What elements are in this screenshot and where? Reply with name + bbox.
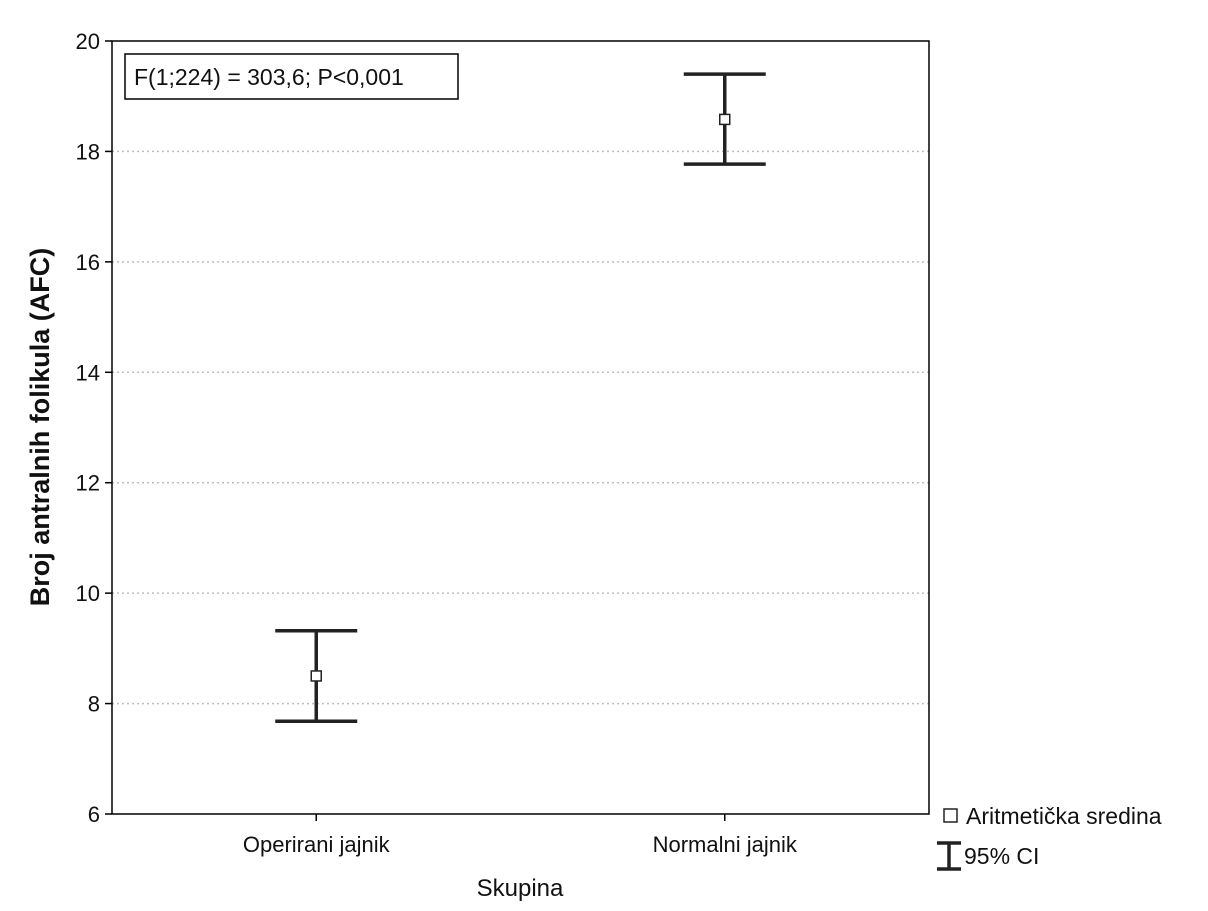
- annotation-frame: [124, 53, 459, 100]
- grid: [112, 150, 929, 705]
- annotation-text: F(1;224) = 303,6; P<0,001: [134, 64, 404, 90]
- y-tick-label: 10: [76, 581, 100, 606]
- x-tick-label: Operirani jajnik: [243, 832, 391, 857]
- x-tick-label: Normalni jajnik: [653, 832, 798, 857]
- legend-mean-label: Aritmetička sredina: [966, 803, 1162, 829]
- legend-ci-label: 95% CI: [964, 843, 1039, 869]
- y-tick-label: 6: [88, 802, 100, 827]
- mean-point: [719, 113, 731, 126]
- y-tick-label: 14: [76, 360, 100, 385]
- plot-area-frame: [111, 40, 930, 815]
- y-tick-label: 20: [76, 29, 100, 54]
- legend-mean-marker: [943, 808, 958, 823]
- series-marks: [275, 72, 766, 723]
- annotation-box: F(1;224) = 303,6; P<0,001: [124, 53, 459, 100]
- mean-point: [310, 670, 322, 682]
- x-axis: Operirani jajnik Normalni jajnik: [243, 814, 798, 857]
- y-axis: 6 8 10 12 14 16 18 20: [76, 29, 112, 827]
- y-tick-label: 12: [76, 471, 100, 496]
- legend: Aritmetička sredina 95% CI: [937, 803, 1162, 871]
- y-axis-title: Broj antralnih folikula (AFC): [25, 248, 55, 607]
- y-tick-label: 16: [76, 250, 100, 275]
- x-axis-title: Skupina: [477, 875, 564, 902]
- y-tick-label: 8: [88, 692, 100, 717]
- legend-ci-marker: [937, 841, 961, 871]
- y-tick-label: 18: [76, 139, 100, 164]
